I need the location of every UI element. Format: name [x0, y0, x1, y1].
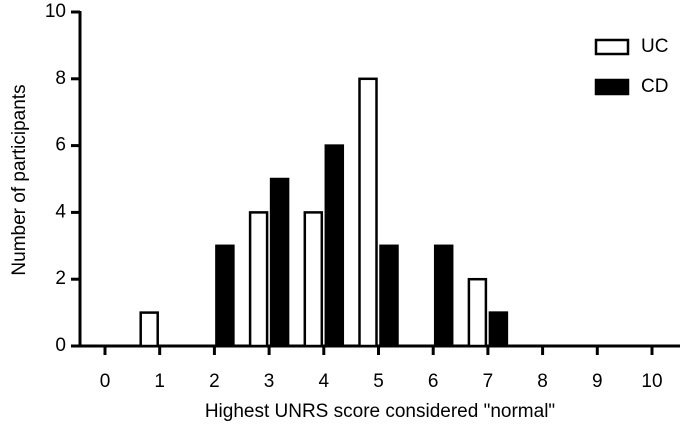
- x-axis-title: Highest UNRS score considered "normal": [205, 401, 555, 422]
- x-tick-label: 9: [592, 371, 603, 392]
- bar: [139, 311, 159, 348]
- x-tick-label: 10: [641, 371, 662, 392]
- x-tick-label: 3: [264, 371, 275, 392]
- y-axis-title: Number of participants: [9, 84, 30, 275]
- x-tick-label: 2: [209, 371, 220, 392]
- bar: [303, 211, 324, 348]
- bar: [433, 244, 454, 348]
- bar: [467, 277, 488, 348]
- legend-label: UC: [641, 36, 668, 57]
- y-tick-label: 2: [55, 268, 66, 289]
- y-tick-label: 10: [45, 1, 66, 22]
- bar: [248, 211, 269, 348]
- bar: [215, 244, 235, 348]
- x-tick-label: 1: [154, 371, 165, 392]
- x-tick-label: 5: [373, 371, 384, 392]
- y-tick-label: 0: [55, 335, 66, 356]
- y-tick-label: 4: [55, 201, 66, 222]
- bar: [269, 177, 290, 348]
- bar: [324, 144, 345, 348]
- y-tick-label: 6: [55, 135, 66, 156]
- bar: [358, 77, 378, 348]
- bar: [488, 311, 509, 348]
- x-tick-label: 0: [100, 371, 111, 392]
- legend-swatch: [594, 38, 630, 56]
- x-tick-label: 4: [319, 371, 330, 392]
- x-tick-label: 8: [537, 371, 548, 392]
- legend-swatch: [594, 78, 630, 96]
- bar: [379, 244, 399, 348]
- legend-label: CD: [641, 76, 668, 97]
- x-tick-label: 7: [483, 371, 494, 392]
- y-tick-label: 8: [55, 68, 66, 89]
- x-tick-label: 6: [428, 371, 439, 392]
